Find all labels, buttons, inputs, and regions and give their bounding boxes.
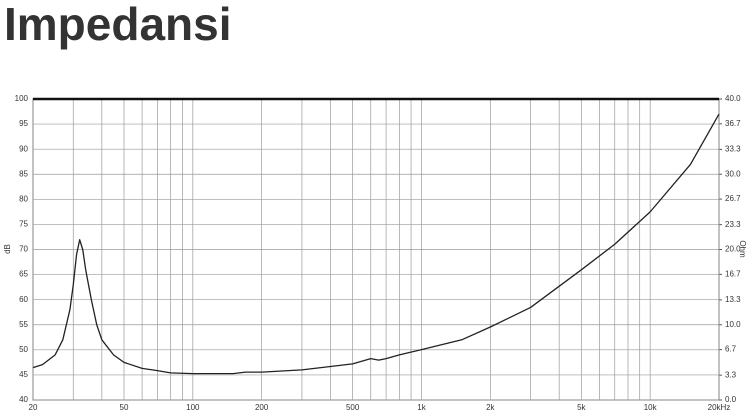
y-tick-label: 45 (19, 370, 28, 379)
y2-tick-label: 10.0 (725, 320, 741, 329)
y-tick-label: 90 (19, 144, 28, 153)
y-tick-label: 40 (19, 395, 28, 404)
y-tick-label: 80 (19, 194, 28, 203)
y2-tick-label: 20.0 (725, 245, 741, 254)
y2-tick-label: 3.3 (725, 370, 737, 379)
impedance-line (32, 113, 720, 375)
x-tick-label: 50 (120, 403, 129, 412)
x-tick-label: 1k (417, 403, 426, 412)
y-tick-label: 65 (19, 270, 28, 279)
y2-tick-label: 30.0 (725, 169, 741, 178)
y-tick-label: 95 (19, 119, 28, 128)
y-tick-label: 50 (19, 345, 28, 354)
y2-tick-label: 16.7 (725, 269, 741, 278)
x-tick-label: 5k (577, 403, 586, 412)
y-tick-label: 55 (19, 320, 28, 329)
y2-tick-label: 26.7 (725, 194, 741, 203)
y-axis-label: dB (3, 244, 12, 254)
y-tick-label: 85 (19, 169, 28, 178)
y2-tick-label: 13.3 (725, 295, 741, 304)
x-tick-label: 500 (346, 403, 360, 412)
y2-tick-label: 36.7 (725, 119, 741, 128)
x-tick-label: 20 (29, 403, 38, 412)
x-tick-label: 200 (255, 403, 269, 412)
chart-title: Impedansi (4, 0, 232, 50)
y2-axis-label: Ohm (738, 240, 747, 258)
x-tick-label: 10k (644, 403, 658, 412)
y-tick-label: 100 (15, 94, 29, 103)
y2-tick-label: 23.3 (725, 220, 741, 229)
y-tick-label: 75 (19, 220, 28, 229)
y-tick-label: 60 (19, 295, 28, 304)
x-tick-label: 20kHz (708, 403, 731, 412)
y-tick-label: 70 (19, 245, 28, 254)
y2-tick-label: 0.0 (725, 395, 737, 404)
x-tick-label: 100 (186, 403, 200, 412)
y2-tick-label: 33.3 (725, 145, 741, 154)
x-tick-label: 2k (486, 403, 495, 412)
y2-tick-label: 6.7 (725, 345, 737, 354)
y2-tick-label: 40.0 (725, 94, 741, 103)
